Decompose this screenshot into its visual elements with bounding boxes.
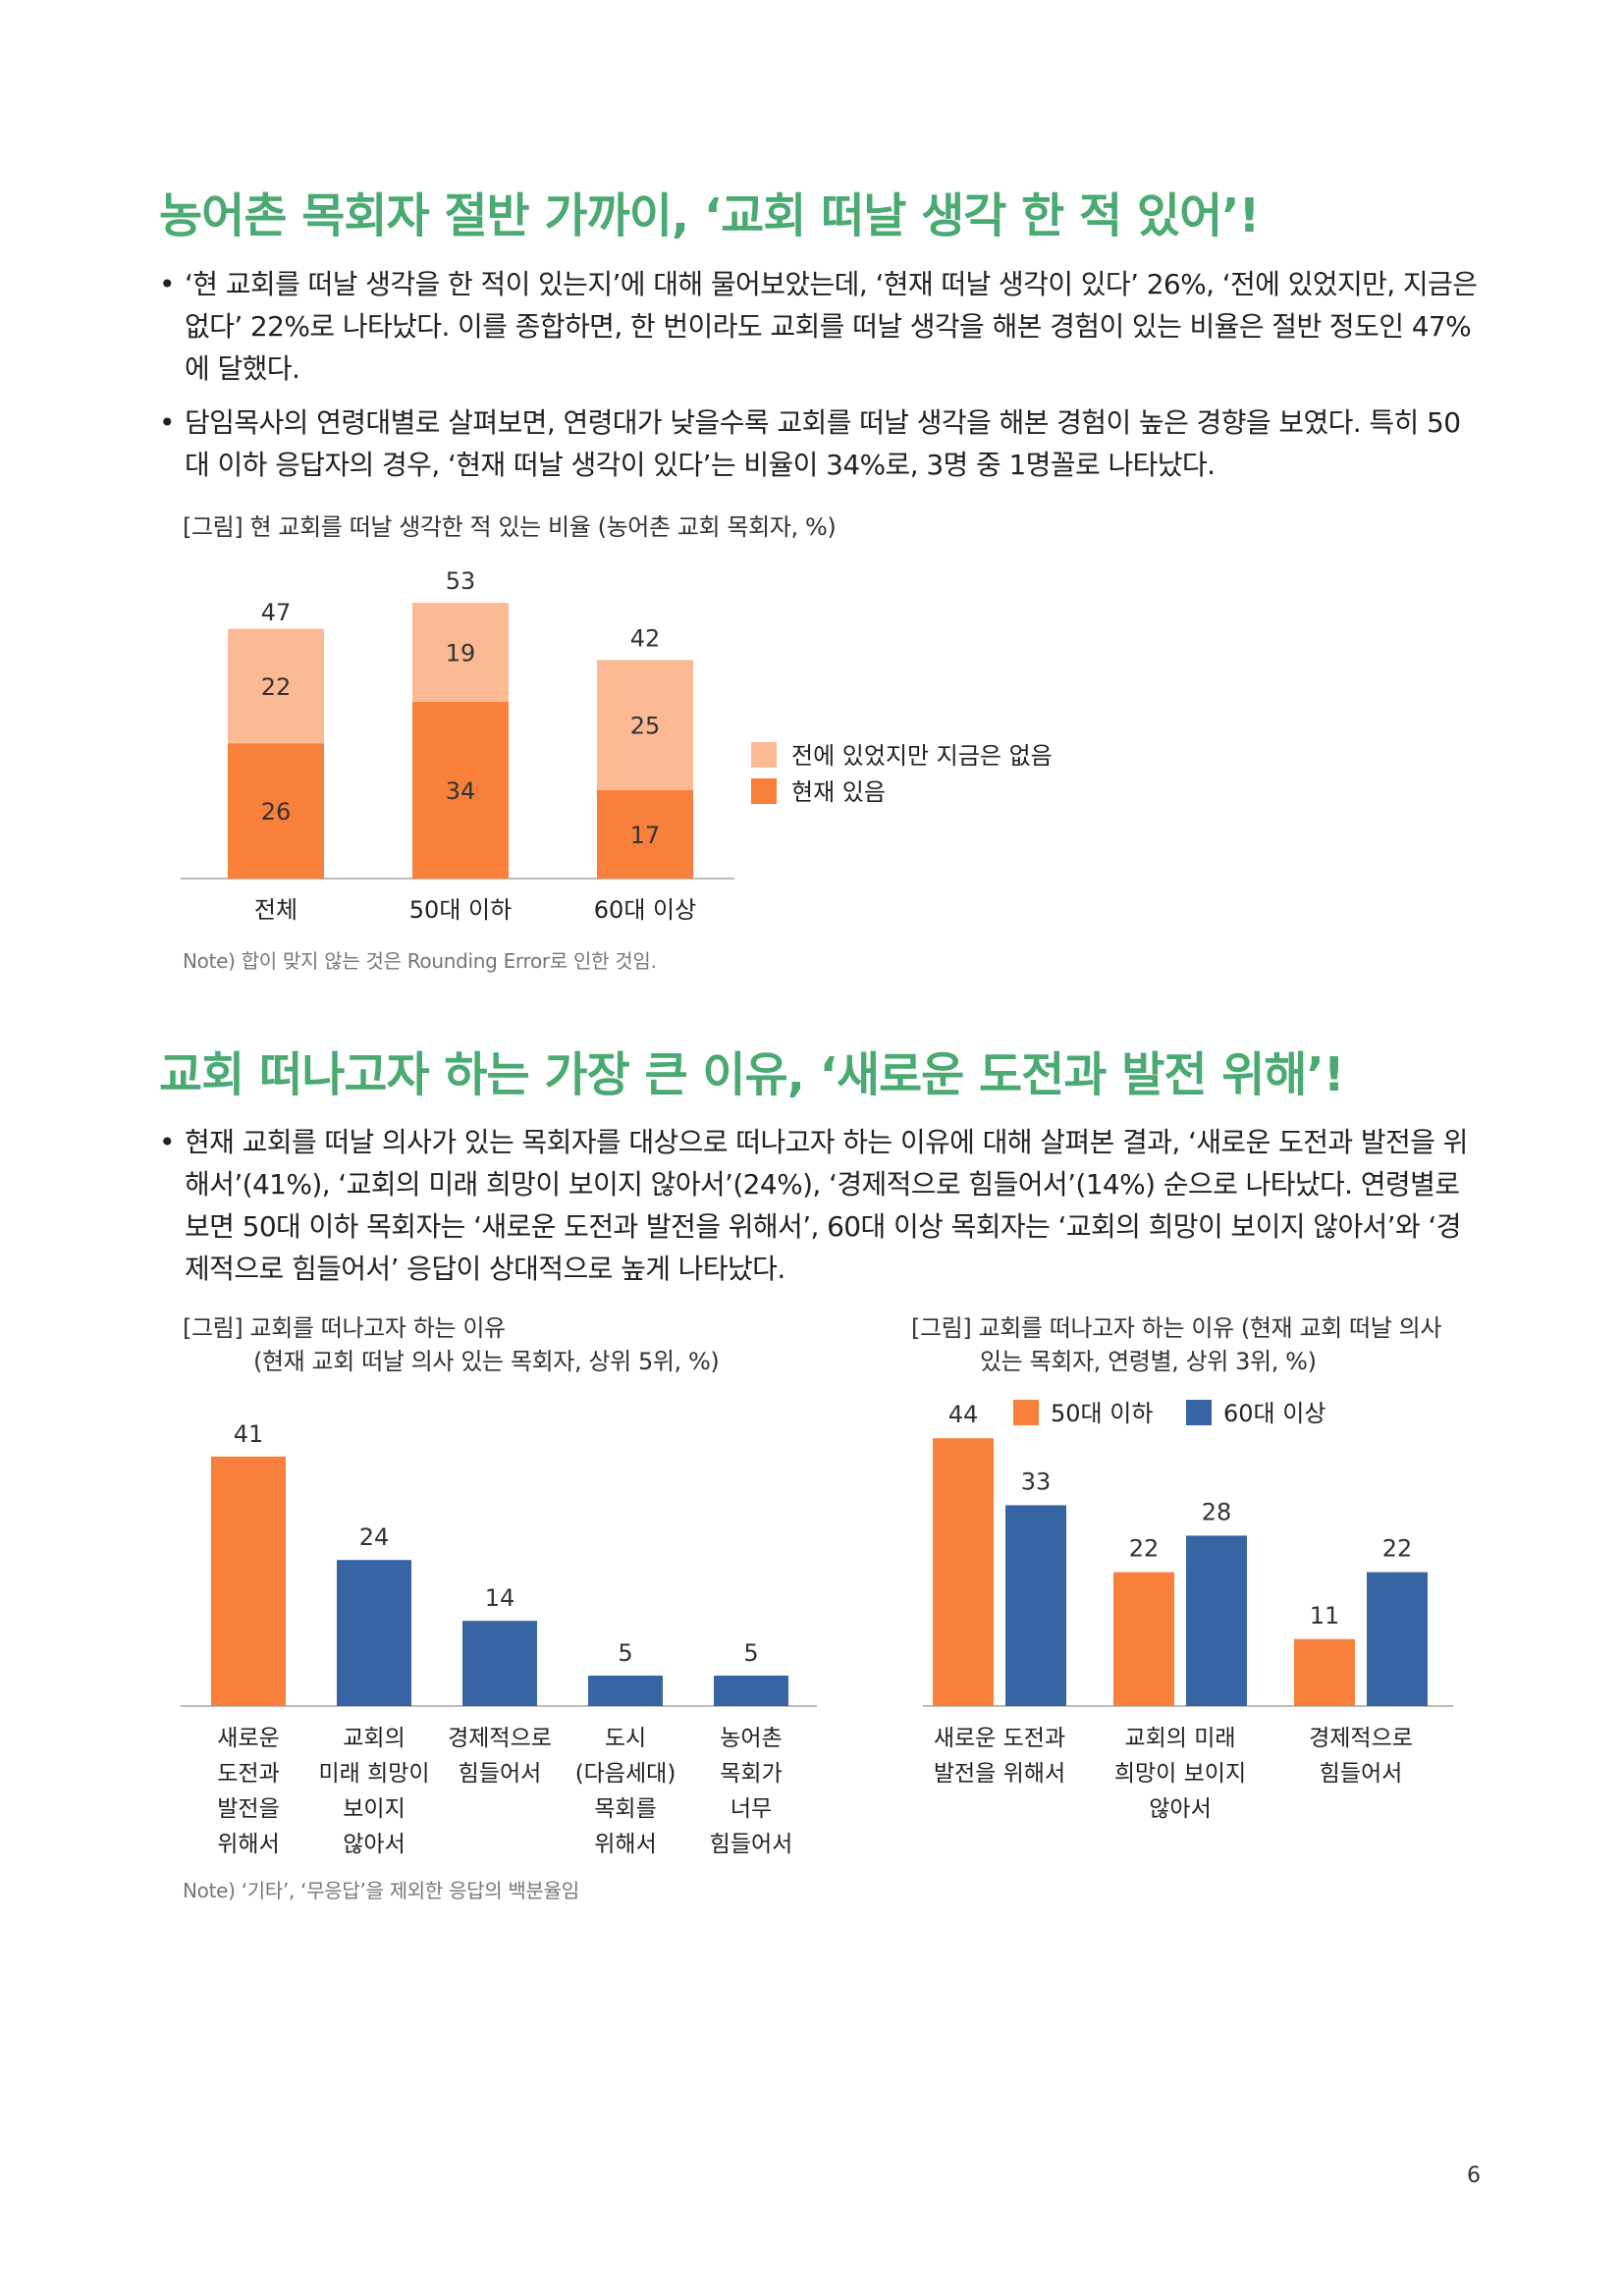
data-label: 26 [261,798,292,826]
bar [1367,1572,1428,1706]
category-label: 경제적으로 [448,1726,552,1751]
category-label: 목회를 [594,1796,656,1822]
category-label: 새로운 도전과 [934,1726,1065,1751]
category-label: 위해서 [594,1832,656,1857]
bar [714,1676,788,1706]
data-label: 41 [234,1420,264,1448]
bar-segment [412,701,509,879]
bar [933,1438,994,1706]
bar-segment [228,628,324,744]
bullet-item: ‘현 교회를 떠날 생각을 한 적이 있는지’에 대해 물어보았는데, ‘현재 … [159,263,1485,390]
category-label: 희망이 보이지 [1114,1761,1246,1787]
data-label: 5 [618,1639,632,1667]
figure1-note: Note) 합이 맞지 않는 것은 Rounding Error로 인한 것임. [183,949,657,973]
legend-swatch [751,778,777,804]
bar [1294,1638,1355,1706]
category-label: 미래 희망이 [318,1761,429,1787]
category-label: 발전을 [217,1796,279,1822]
legend-label: 현재 있음 [791,778,886,806]
data-label: 19 [446,639,476,667]
category-label: 전체 [254,896,298,924]
bar-segment [597,660,693,790]
category-label: 보이지 [343,1796,405,1822]
legend-swatch [1186,1400,1212,1425]
legend-label: 전에 있었지만 지금은 없음 [791,742,1053,770]
data-label: 17 [630,822,661,849]
data-label: 22 [1129,1535,1160,1563]
total-label: 47 [261,599,292,626]
total-label: 42 [630,624,661,652]
category-label: 50대 이하 [409,896,512,924]
category-label: 60대 이상 [594,896,696,924]
category-label: 힘들어서 [710,1832,793,1857]
category-label: 농어촌 [720,1726,782,1751]
bar-segment [228,743,324,879]
bar [1186,1535,1247,1706]
category-label: 목회가 [720,1761,782,1787]
section-heading-2: 교회 떠나고자 하는 가장 큰 이유, ‘새로운 도전과 발전 위해’! [159,1047,1345,1102]
legend-swatch [751,742,777,768]
data-label: 14 [485,1584,515,1612]
category-label: 힘들어서 [1320,1761,1403,1787]
category-label: 새로운 [217,1726,279,1751]
figure2-note: Note) ‘기타’, ‘무응답’을 제외한 응답의 백분율임 [183,1879,579,1902]
category-label: 위해서 [217,1832,279,1857]
category-label: 너무 [730,1796,772,1822]
category-label: 도시 [605,1726,646,1751]
legend-label: 60대 이상 [1223,1400,1325,1427]
figure2-caption-line2: (현재 교회 떠날 의사 있는 목회자, 상위 5위, %) [253,1348,720,1375]
category-label: 힘들어서 [459,1761,542,1787]
data-label: 11 [1310,1602,1340,1629]
legend-swatch [1013,1400,1039,1425]
data-label: 33 [1021,1468,1052,1495]
figure3-caption-line1: [그림] 교회를 떠나고자 하는 이유 (현재 교회 떠날 의사 [911,1314,1441,1342]
bar [588,1676,663,1706]
bar [1113,1572,1174,1706]
data-label: 34 [446,777,476,805]
bullet-item: 담임목사의 연령대별로 살펴보면, 연령대가 낮을수록 교회를 떠날 생각을 해… [159,401,1485,486]
category-label: 교회의 [343,1726,405,1751]
bar [462,1621,537,1706]
section-heading-1: 농어촌 목회자 절반 가까이, ‘교회 떠날 생각 한 적 있어’! [159,188,1260,243]
category-label: 도전과 [217,1761,279,1787]
legend-label: 50대 이하 [1051,1400,1153,1427]
bar-segment [412,603,509,702]
bar [337,1560,411,1706]
data-label: 24 [359,1523,390,1551]
section1-bullets: ‘현 교회를 떠날 생각을 한 적이 있는지’에 대해 물어보았는데, ‘현재 … [159,263,1485,498]
category-label: 않아서 [1149,1796,1211,1822]
data-label: 22 [1382,1535,1413,1563]
category-label: 경제적으로 [1309,1726,1413,1751]
category-label: (다음세대) [575,1761,676,1787]
data-label: 44 [948,1401,979,1428]
total-label: 53 [446,567,476,595]
category-label: 발전을 위해서 [934,1761,1065,1787]
category-label: 교회의 미래 [1124,1726,1235,1751]
data-label: 22 [261,673,292,701]
data-label: 5 [743,1639,758,1667]
page-number: 6 [1467,2163,1481,2188]
figure2-caption-line1: [그림] 교회를 떠나고자 하는 이유 [183,1314,506,1342]
bar [1005,1505,1066,1706]
category-label: 않아서 [343,1832,405,1857]
bar [211,1456,286,1706]
data-label: 28 [1202,1498,1232,1525]
section2-bullets: 현재 교회를 떠날 의사가 있는 목회자를 대상으로 떠나고자 하는 이유에 대… [159,1121,1485,1302]
bar-segment [597,789,693,879]
data-label: 25 [630,713,661,740]
figure3-caption-line2: 있는 목회자, 연령별, 상위 3위, %) [980,1348,1317,1375]
bullet-item: 현재 교회를 떠날 의사가 있는 목회자를 대상으로 떠나고자 하는 이유에 대… [159,1121,1485,1290]
figure1-caption: [그림] 현 교회를 떠날 생각한 적 있는 비율 (농어촌 교회 목회자, %… [183,513,837,541]
stacked-bar-chart: 26 22 47 전체 34 19 53 50대 이하 17 25 42 60대 이상 전에 있었지만 … [181,567,1053,924]
